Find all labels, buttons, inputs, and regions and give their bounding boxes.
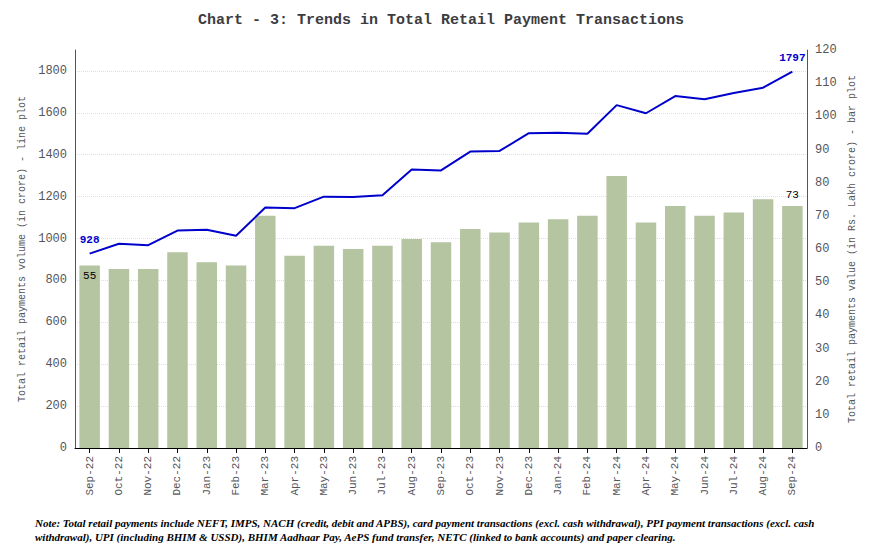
svg-text:Dec-22: Dec-22	[171, 456, 183, 496]
svg-text:600: 600	[45, 315, 67, 329]
svg-text:1200: 1200	[38, 190, 67, 204]
svg-text:Aug-23: Aug-23	[406, 456, 418, 496]
svg-text:Feb-24: Feb-24	[581, 456, 593, 496]
svg-text:110: 110	[815, 76, 837, 90]
svg-text:800: 800	[45, 273, 67, 287]
svg-text:Jan-23: Jan-23	[201, 456, 213, 496]
svg-text:Note:: Note:	[34, 517, 60, 529]
svg-text:Apr-24: Apr-24	[640, 456, 652, 496]
svg-text:60: 60	[815, 242, 829, 256]
svg-text:400: 400	[45, 357, 67, 371]
svg-text:1600: 1600	[38, 106, 67, 120]
svg-text:May-24: May-24	[669, 456, 681, 496]
svg-text:Mar-24: Mar-24	[611, 456, 623, 496]
svg-text:30: 30	[815, 342, 829, 356]
svg-text:withdrawal), UPI (including BH: withdrawal), UPI (including BHIM & USSD)…	[35, 531, 676, 544]
svg-text:1000: 1000	[38, 232, 67, 246]
svg-text:Oct-22: Oct-22	[113, 456, 125, 496]
svg-text:Sep-22: Sep-22	[84, 456, 96, 496]
svg-text:Chart - 3: Trends in Total Ret: Chart - 3: Trends in Total Retail Paymen…	[198, 12, 684, 29]
svg-text:Apr-23: Apr-23	[289, 456, 301, 496]
svg-text:20: 20	[815, 375, 829, 389]
svg-text:Jan-24: Jan-24	[552, 456, 564, 496]
svg-text:Jun-24: Jun-24	[699, 456, 711, 496]
svg-text:73: 73	[786, 189, 799, 201]
svg-text:Total retail payments value (i: Total retail payments value (in Rs. Lakh…	[847, 75, 858, 423]
svg-text:0: 0	[815, 441, 822, 455]
svg-text:1797: 1797	[779, 52, 805, 64]
svg-text:200: 200	[45, 399, 67, 413]
svg-text:Aug-24: Aug-24	[757, 456, 769, 496]
svg-text:Mar-23: Mar-23	[259, 456, 271, 496]
svg-text:1400: 1400	[38, 148, 67, 162]
svg-text:55: 55	[83, 270, 96, 282]
svg-text:Nov-22: Nov-22	[142, 456, 154, 496]
svg-text:90: 90	[815, 143, 829, 157]
svg-text:70: 70	[815, 209, 829, 223]
svg-text:May-23: May-23	[318, 456, 330, 496]
svg-text:80: 80	[815, 176, 829, 190]
svg-text:928: 928	[80, 234, 100, 246]
svg-text:Total retail payments include: Total retail payments include NEFT, IMPS…	[60, 517, 817, 530]
svg-text:Dec-23: Dec-23	[523, 456, 535, 496]
svg-text:0: 0	[60, 441, 67, 455]
svg-text:Nov-23: Nov-23	[494, 456, 506, 496]
svg-text:Oct-23: Oct-23	[464, 456, 476, 496]
svg-text:1800: 1800	[38, 64, 67, 78]
svg-text:Sep-23: Sep-23	[435, 456, 447, 496]
svg-text:Feb-23: Feb-23	[230, 456, 242, 496]
svg-text:Sep-24: Sep-24	[786, 456, 798, 496]
svg-text:40: 40	[815, 308, 829, 322]
svg-text:Jul-23: Jul-23	[376, 456, 388, 496]
svg-text:Jul-24: Jul-24	[728, 456, 740, 496]
svg-text:120: 120	[815, 43, 837, 57]
svg-text:10: 10	[815, 408, 829, 422]
svg-text:Total retail payments volume (: Total retail payments volume (in crore) …	[17, 96, 28, 402]
svg-text:50: 50	[815, 275, 829, 289]
svg-text:100: 100	[815, 109, 837, 123]
svg-text:Jun-23: Jun-23	[347, 456, 359, 496]
